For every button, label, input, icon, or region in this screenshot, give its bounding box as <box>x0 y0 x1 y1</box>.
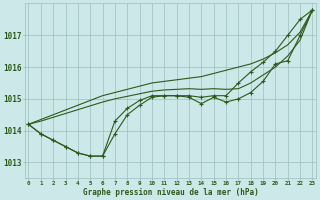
X-axis label: Graphe pression niveau de la mer (hPa): Graphe pression niveau de la mer (hPa) <box>83 188 258 197</box>
